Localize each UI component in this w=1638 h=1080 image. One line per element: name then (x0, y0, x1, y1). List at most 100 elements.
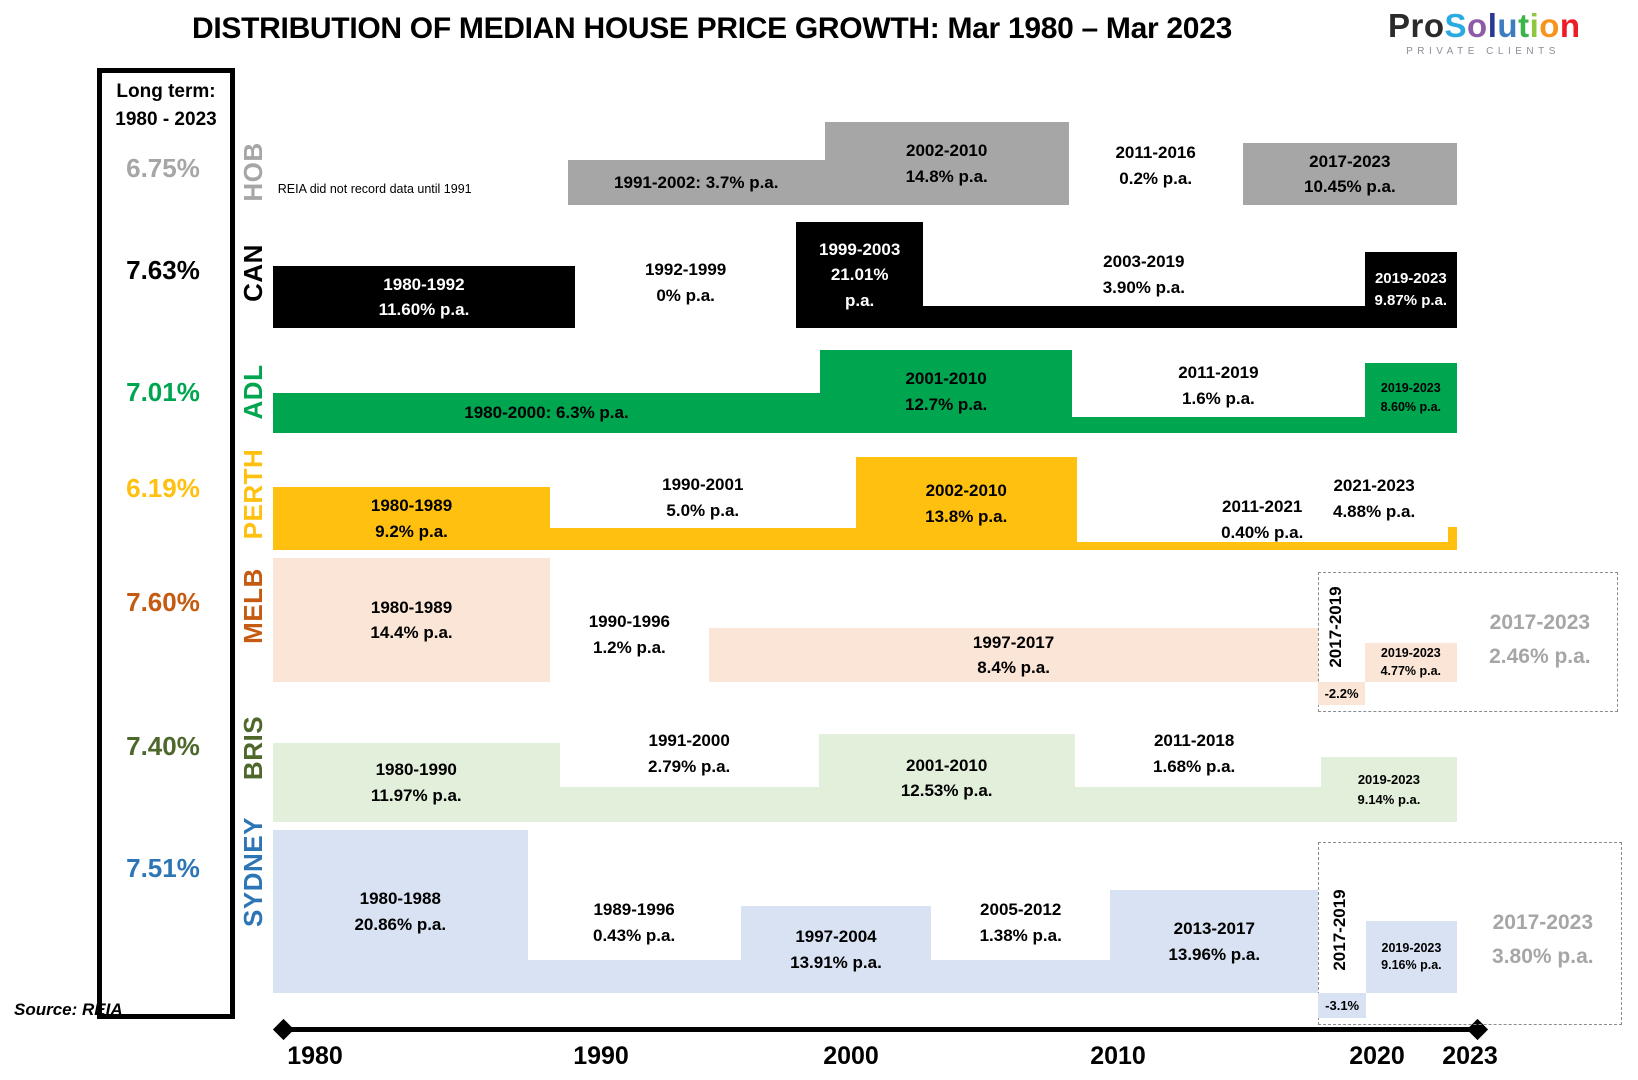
label-line: 9.16% p.a. (1381, 958, 1442, 972)
logo-letter: o (1423, 7, 1445, 44)
bar-can-2019-2023 (1364, 252, 1457, 328)
bar-perth-2021-2023 (1447, 527, 1457, 550)
label-line: 13.96% p.a. (1168, 944, 1261, 964)
bar-adl-2001-2010 (820, 350, 1073, 433)
label-line: 1980-1988 (359, 889, 441, 908)
bar-perth-1980-1989 (273, 487, 551, 550)
label-line: 1992-1999 (644, 260, 727, 279)
long-term-value-hob: 6.75% (126, 153, 200, 183)
label-line: -2.2% (1324, 685, 1359, 701)
summary-line: 2017-2023 (1492, 911, 1594, 934)
bar-hob-2017-2023 (1242, 143, 1457, 205)
summary-label-sydney: 2017-2023 3.80% p.a. (1463, 906, 1623, 973)
label-line: 2019-2023 (1357, 772, 1420, 787)
label-hob-2017-2023: 2017-2023 10.45% p.a. (1243, 143, 1457, 205)
label-line: 9.14% p.a. (1357, 791, 1421, 807)
label-sydney-1997-2004: 1997-2004 13.91% p.a. (741, 906, 932, 993)
label-line: 1.68% p.a. (1153, 756, 1236, 776)
label-line: 2019-2023 (1380, 381, 1441, 396)
label-sydney-2013-2017: 2013-2017 13.96% p.a. (1110, 890, 1318, 993)
label-perth-2011-2021: 2011-2021 0.40% p.a. (1077, 494, 1448, 545)
x-axis-line (283, 1027, 1477, 1032)
label-line: 4.77% p.a. (1380, 663, 1442, 678)
label-sydney-1989-1996: 1989-1996 0.43% p.a. (528, 896, 741, 949)
label-line: 1989-1996 (593, 900, 675, 919)
label-line: 11.60% p.a. (378, 300, 470, 319)
source-note: Source: REIA (14, 1000, 123, 1019)
label-line: 1980-1992 (383, 274, 465, 294)
label-line: 2017-2023 (1309, 151, 1391, 171)
logo-letter: n (1559, 7, 1581, 44)
label-adl-1980-2000: 1980-2000: 6.3% p.a. (273, 393, 820, 433)
axis-tick-2023: 2023 (1442, 1042, 1498, 1070)
label-melb-2017-2019: -2.2% (1318, 682, 1364, 705)
label-adl-2019-2023: 2019-2023 8.60% p.a. (1365, 363, 1457, 433)
label-line: 2021-2023 (1333, 476, 1415, 495)
page-title: DISTRIBUTION OF MEDIAN HOUSE PRICE GROWT… (192, 12, 1232, 45)
label-line: -3.1% (1325, 997, 1360, 1013)
logo-letter: t (1518, 7, 1530, 44)
label-line: 1.38% p.a. (979, 925, 1062, 945)
label-can-2019-2023: 2019-2023 9.87% p.a. (1365, 252, 1457, 328)
note-hob: REIA did not record data until 1991 (277, 182, 472, 197)
label-perth-2002-2010: 2002-2010 13.8% p.a. (856, 457, 1077, 550)
bar-bris-2001-2010 (818, 734, 1075, 822)
summary-line: 3.80% p.a. (1492, 944, 1594, 968)
summary-label-melb: 2017-2023 2.46% p.a. (1463, 606, 1617, 673)
label-bris-2001-2010: 2001-2010 12.53% p.a. (819, 734, 1075, 822)
logo-letter: i (1529, 7, 1540, 44)
bar-perth-2002-2010 (855, 457, 1077, 550)
bar-melb-2017-2019 (1318, 682, 1365, 705)
label-sydney-2019-2023: 2019-2023 9.16% p.a. (1366, 921, 1457, 993)
label-bg: 2005-2012 1.38% p.a. (970, 896, 1071, 949)
axis-tick-2000: 2000 (823, 1042, 879, 1070)
label-line: 1.2% p.a. (592, 637, 666, 657)
bar-sydney-2019-2023 (1365, 921, 1457, 993)
label-line: 14.8% p.a. (905, 166, 988, 186)
label-can-1980-1992: 1980-1992 11.60% p.a. (273, 266, 575, 328)
label-line: 0.2% p.a. (1119, 168, 1193, 188)
logo-letter: P (1388, 7, 1411, 44)
label-melb-1980-1989: 1980-1989 14.4% p.a. (273, 558, 550, 682)
label-bg: 1989-1996 0.43% p.a. (583, 896, 685, 949)
summary-line: 2.46% p.a. (1489, 644, 1591, 668)
prosolution-logo: ProSolution PRIVATE CLIENTS (1388, 7, 1581, 58)
label-line: 1990-1996 (588, 612, 671, 631)
logo-subtitle: PRIVATE CLIENTS (1406, 46, 1560, 58)
label-bg: 1991-2000 2.79% p.a. (639, 727, 740, 780)
label-line: 14.4% p.a. (370, 623, 453, 642)
bar-perth-1990-2001 (550, 528, 856, 550)
label-line: 12.7% p.a. (904, 394, 988, 414)
label-bg: 2011-2018 1.68% p.a. (1144, 727, 1245, 780)
axis-tick-2020: 2020 (1349, 1042, 1405, 1070)
label-line: 1997-2017 (972, 632, 1055, 652)
dashed-box-sydney (1318, 842, 1623, 1025)
bar-adl-1980-2000 (273, 393, 820, 433)
bar-melb-1980-1989 (273, 558, 551, 682)
label-bris-2011-2018: 2011-2018 1.68% p.a. (1075, 727, 1314, 780)
bar-melb-1997-2017 (708, 628, 1319, 682)
long-term-title-line2: 1980 - 2023 (115, 108, 217, 130)
logo-letter: u (1497, 7, 1519, 44)
label-line: 1.6% p.a. (1182, 388, 1255, 408)
chart-plot-area: REIA did not record data until 1991 1991-… (273, 0, 1457, 1080)
long-term-value-can: 7.63% (126, 255, 200, 285)
label-line: 2.79% p.a. (648, 756, 731, 776)
label-line: 1980-1989 (370, 496, 453, 515)
label-sydney-2005-2012: 2005-2012 1.38% p.a. (931, 896, 1110, 949)
axis-tick-2010: 2010 (1090, 1042, 1146, 1070)
label-line: 2011-2019 (1178, 363, 1259, 382)
label-melb-2019-2023: 2019-2023 4.77% p.a. (1365, 643, 1457, 682)
long-term-value-bris: 7.40% (126, 731, 200, 761)
label-line: 2002-2010 (906, 141, 988, 160)
rotated-period-label-sydney: 2017-2019 (1329, 889, 1349, 971)
bar-sydney-2017-2019 (1318, 993, 1366, 1018)
label-line: 1999-2003 (819, 239, 901, 259)
label-line: 11.97% p.a. (370, 785, 462, 805)
label-line: 1980-1989 (370, 597, 453, 617)
label-line: 2003-2019 (1103, 252, 1185, 271)
label-bris-1980-1990: 1980-1990 11.97% p.a. (273, 743, 560, 822)
label-line: 1980-2000: 6.3% p.a. (464, 403, 629, 423)
label-line: 2005-2012 (980, 900, 1062, 919)
